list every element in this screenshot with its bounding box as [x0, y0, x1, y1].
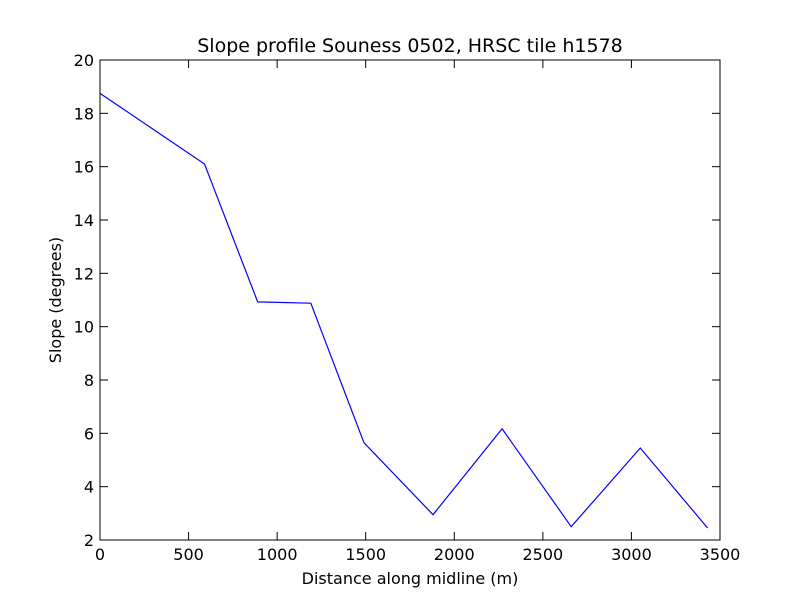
chart-title: Slope profile Souness 0502, HRSC tile h1…: [197, 35, 623, 57]
plot-frame: [99, 59, 721, 541]
x-tick-label: 1500: [345, 545, 386, 564]
plot-area: 0 500 1000 1500 2000 2500 3000 3500 2 4 6 8 10 12 14 16…: [74, 51, 741, 564]
y-tick-label: 12: [74, 264, 94, 283]
y-tick-label: 8: [84, 371, 94, 390]
y-tick-label: 16: [74, 158, 94, 177]
series-line-0: [99, 92, 709, 529]
y-tick-label: 14: [74, 211, 94, 230]
y-tick-label: 2: [84, 531, 94, 550]
y-tick-label: 10: [74, 318, 94, 337]
y-tick-label: 6: [84, 424, 94, 443]
x-tick-label: 3000: [611, 545, 652, 564]
x-tick-label: 1000: [257, 545, 298, 564]
x-tick-label: 500: [173, 545, 204, 564]
y-tick-label: 4: [84, 478, 94, 497]
x-tick-label: 3500: [700, 545, 741, 564]
y-tick-label: 18: [74, 104, 94, 123]
y-axis-title: Slope (degrees): [46, 237, 65, 363]
x-tick-label: 0: [95, 545, 105, 564]
x-axis-title: Distance along midline (m): [302, 569, 519, 588]
x-tick-label: 2000: [434, 545, 475, 564]
y-tick-label: 20: [74, 51, 94, 70]
x-tick-label: 2500: [522, 545, 563, 564]
